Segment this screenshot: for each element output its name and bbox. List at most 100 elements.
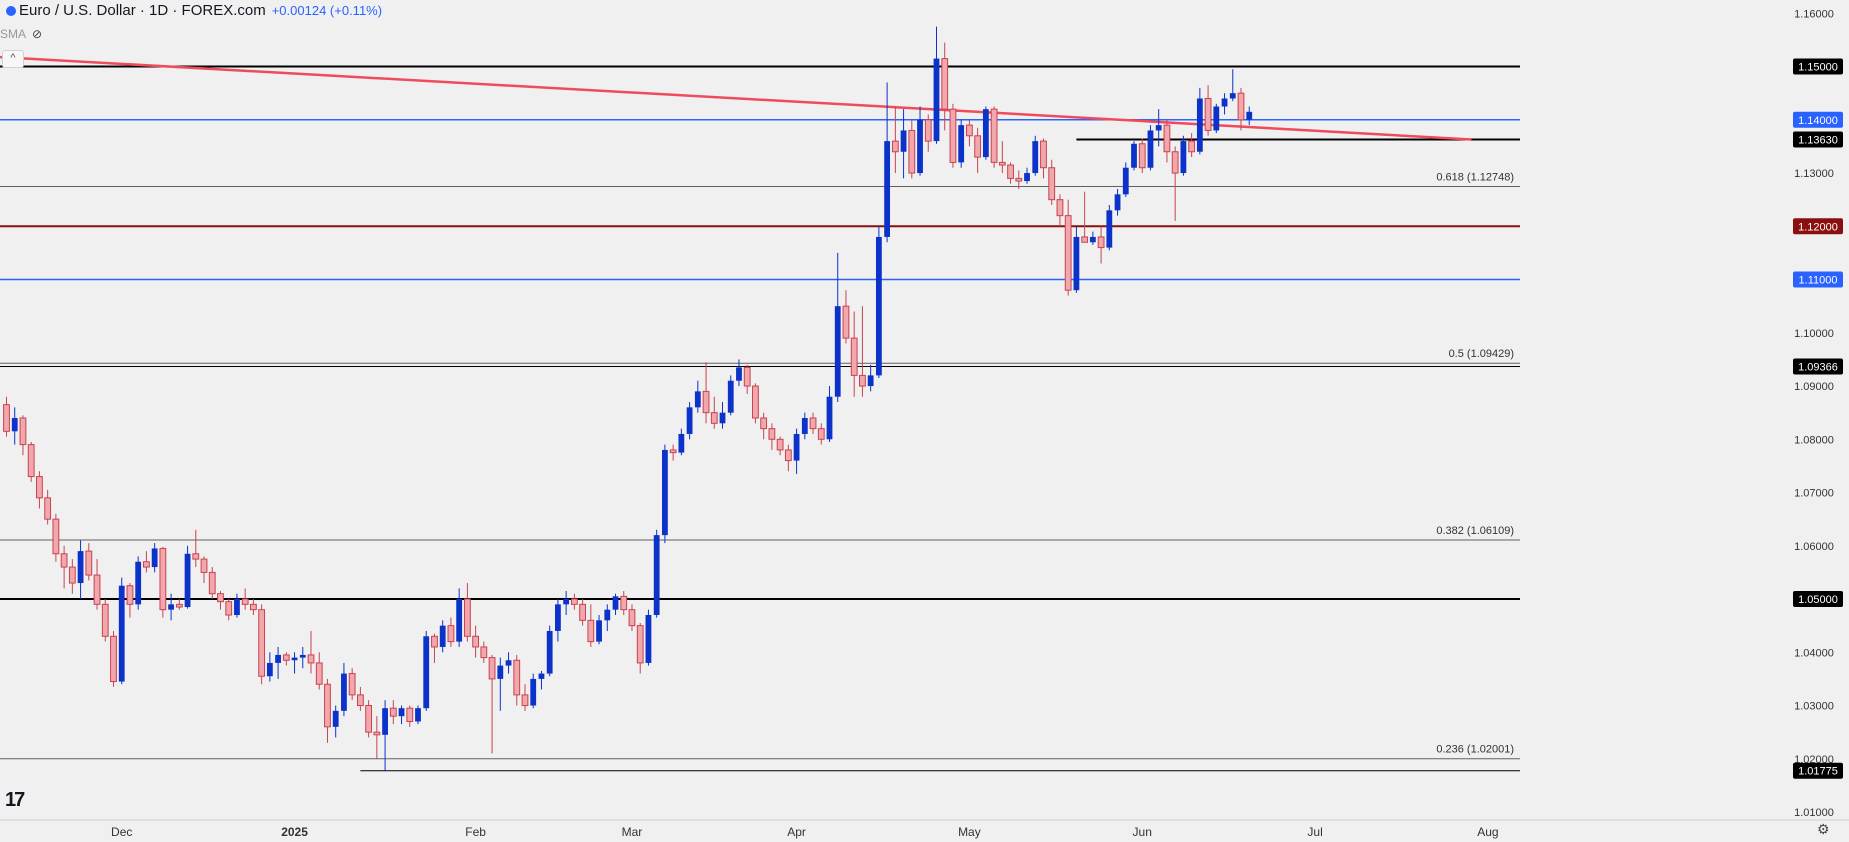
candle[interactable] [891,106,899,174]
candle[interactable] [743,364,751,395]
candle[interactable] [563,591,570,615]
candle[interactable] [1163,119,1171,163]
candle[interactable] [570,593,578,610]
candle[interactable] [52,513,60,562]
candle[interactable] [1064,199,1072,296]
candle[interactable] [530,673,537,709]
candle[interactable] [1081,191,1089,243]
candle[interactable] [998,141,1006,174]
candle[interactable] [1180,135,1187,176]
candle[interactable] [612,593,619,615]
candle[interactable] [1147,125,1154,171]
candle[interactable] [719,402,726,429]
candle[interactable] [678,428,685,456]
candle[interactable] [1073,226,1080,293]
candle[interactable] [1155,109,1162,147]
candle[interactable] [579,599,587,626]
candle[interactable] [1040,138,1047,179]
candle[interactable] [768,423,776,450]
candle[interactable] [924,114,932,152]
candle[interactable] [27,441,35,482]
candle[interactable] [275,646,281,679]
candle[interactable] [1213,103,1220,134]
candle[interactable] [834,252,841,403]
candle[interactable] [225,599,233,621]
candle[interactable] [694,380,701,413]
candle[interactable] [686,402,693,440]
candle[interactable] [118,577,125,685]
candle[interactable] [908,119,916,179]
candle[interactable] [752,383,759,424]
candle[interactable] [1229,69,1236,102]
candle[interactable] [842,290,850,344]
candle[interactable] [44,489,52,525]
candle[interactable] [341,662,347,717]
candle[interactable] [19,415,27,456]
candle[interactable] [3,396,10,437]
candle[interactable] [645,609,652,666]
candle[interactable] [801,412,808,440]
candle[interactable] [488,654,496,754]
candle[interactable] [933,26,940,144]
candle[interactable] [208,567,216,600]
candle[interactable] [282,652,290,666]
candle[interactable] [307,630,315,674]
candle[interactable] [77,540,84,600]
candle[interactable] [727,375,734,416]
candle[interactable] [710,396,718,429]
candle[interactable] [793,428,800,474]
candle[interactable] [1106,205,1113,251]
candle[interactable] [1246,106,1253,126]
candle[interactable] [900,109,907,179]
candle[interactable] [1221,93,1228,115]
candle[interactable] [817,423,825,445]
candle[interactable] [521,684,529,711]
candle[interactable] [1237,87,1245,131]
candle[interactable] [1056,194,1064,227]
candle[interactable] [192,529,200,568]
candle[interactable] [291,652,298,674]
candle[interactable] [110,630,117,687]
candle[interactable] [36,471,43,509]
candle[interactable] [135,556,142,610]
candle[interactable] [143,551,150,573]
candle[interactable] [60,545,68,589]
candle[interactable] [867,364,874,392]
candle[interactable] [538,670,545,690]
candle[interactable] [159,546,167,618]
price-axis[interactable]: 1.16000 1.13000 1.10000 1.09000 1.08000 1.070… [1520,0,1849,842]
candle[interactable] [546,625,553,677]
candle[interactable] [884,82,891,243]
candle[interactable] [348,668,356,701]
candle[interactable] [941,42,949,131]
candle[interactable] [68,559,76,594]
candle[interactable] [217,591,224,610]
candle[interactable] [480,641,488,663]
candle[interactable] [356,686,364,711]
candle[interactable] [324,678,331,743]
candle[interactable] [669,444,677,461]
candle[interactable] [990,106,998,168]
candle[interactable] [760,412,768,440]
candle[interactable] [974,127,982,174]
candle[interactable] [620,591,628,615]
candle[interactable] [949,103,957,168]
candle[interactable] [431,633,438,663]
candle[interactable] [472,625,480,658]
candle[interactable] [1114,189,1121,216]
candle[interactable] [628,604,636,631]
candle[interactable] [1188,133,1196,158]
candle[interactable] [151,543,158,573]
candle[interactable] [258,604,266,685]
candle[interactable] [1007,162,1014,184]
candle[interactable] [439,620,446,653]
candle[interactable] [662,444,668,544]
candle[interactable] [776,436,784,456]
candle[interactable] [875,226,882,379]
eye-hidden-icon[interactable]: ⊘ [32,27,43,41]
candle[interactable] [555,599,561,642]
candle[interactable] [456,588,463,647]
candle[interactable] [200,556,208,584]
